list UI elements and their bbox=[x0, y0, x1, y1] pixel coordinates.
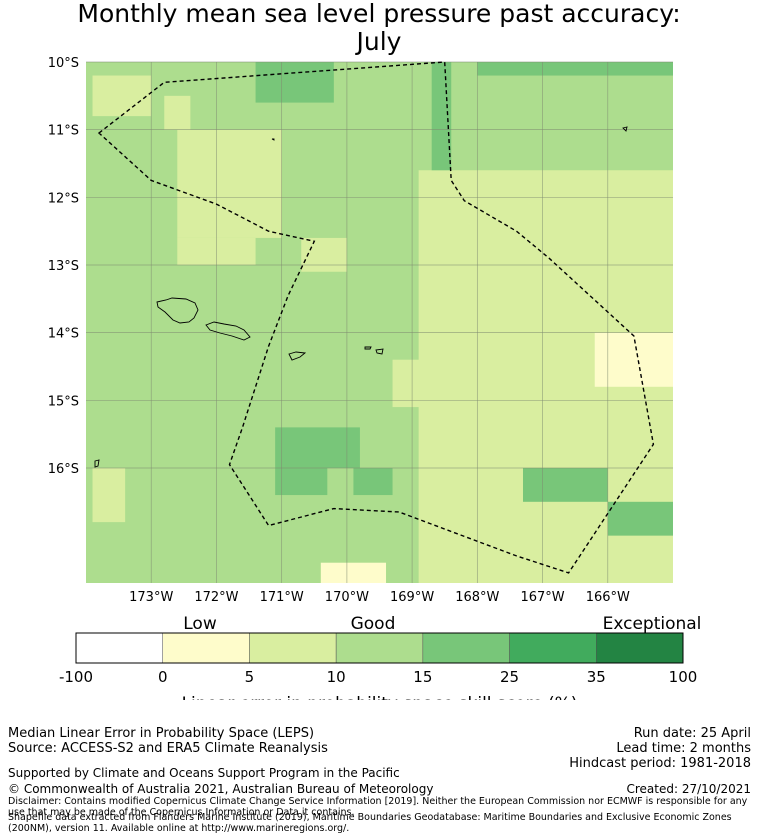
heatmap-cell bbox=[607, 501, 673, 536]
heatmap-cell bbox=[255, 62, 334, 103]
islands-layer bbox=[94, 126, 628, 468]
island-outline bbox=[364, 346, 372, 350]
y-tick-label: 12°S bbox=[48, 191, 79, 206]
colorbar-segment bbox=[422, 632, 510, 664]
gridlines bbox=[86, 61, 673, 583]
island-outline bbox=[622, 126, 628, 132]
island-outline bbox=[205, 321, 251, 341]
colorbar-category-label: Good bbox=[351, 614, 396, 634]
heatmap-cell bbox=[431, 62, 452, 171]
footer-created: Created: 27/10/2021 bbox=[626, 782, 751, 796]
x-tick-label: 171°W bbox=[260, 590, 304, 605]
heatmap-cell bbox=[164, 95, 191, 130]
colorbar-segment bbox=[596, 632, 684, 664]
island-outline bbox=[288, 351, 307, 361]
x-tick-label: 170°W bbox=[325, 590, 369, 605]
island-outline bbox=[271, 138, 275, 141]
heatmap-cell bbox=[594, 332, 673, 387]
boundary-layer bbox=[97, 61, 655, 574]
y-tick-label: 11°S bbox=[48, 124, 79, 139]
colorbar-segment bbox=[162, 632, 250, 664]
x-axis-ticks: 173°W 172°W 171°W 170°W 169°W 168°W 167°W 166°W bbox=[129, 590, 630, 605]
heatmap-cell bbox=[177, 129, 282, 238]
heatmap-cell bbox=[92, 467, 126, 523]
colorbar: -100 0 5 10 15 25 35 100 Low Good Exceptional Linea… bbox=[59, 614, 701, 700]
colorbar-tick-label: 5 bbox=[245, 668, 255, 686]
chart-title-line2: July bbox=[356, 27, 402, 56]
x-tick-label: 166°W bbox=[586, 590, 630, 605]
heatmap-cell bbox=[392, 359, 452, 408]
x-tick-label: 168°W bbox=[455, 590, 499, 605]
heatmap-cell bbox=[522, 467, 608, 502]
colorbar-tick-label: 0 bbox=[158, 668, 168, 686]
x-tick-label: 173°W bbox=[129, 590, 173, 605]
colorbar-category-label: Low bbox=[183, 614, 217, 634]
footer-leps: Median Linear Error in Probability Space… bbox=[8, 726, 315, 741]
heatmap-cell bbox=[275, 427, 360, 468]
colorbar-segment bbox=[509, 632, 597, 664]
y-tick-label: 13°S bbox=[48, 259, 79, 274]
y-axis-ticks: 10°S 11°S 12°S 13°S 14°S 15°S 16°S bbox=[48, 56, 79, 477]
heatmap-cell bbox=[301, 237, 347, 272]
colorbar-tick-label: 100 bbox=[669, 668, 698, 686]
y-tick-label: 14°S bbox=[48, 327, 79, 342]
heatmap-cell bbox=[275, 467, 328, 496]
footer-disclaimer: Disclaimer: Contains modified Copernicus… bbox=[8, 796, 748, 818]
colorbar-tick-label: 10 bbox=[327, 668, 346, 686]
footer-source: Source: ACCESS-S2 and ERA5 Climate Reana… bbox=[8, 741, 328, 756]
colorbar-segment bbox=[335, 632, 424, 664]
footer-shapefile: Shapefile data extracted from Flanders M… bbox=[8, 812, 732, 834]
colorbar-frame bbox=[75, 632, 684, 664]
x-tick-label: 172°W bbox=[194, 590, 238, 605]
heatmap-cell bbox=[320, 562, 387, 583]
colorbar-segment bbox=[75, 632, 163, 664]
heatmap-cell bbox=[92, 75, 152, 117]
colorbar-title: Linear error in probability space skill … bbox=[182, 694, 578, 700]
footer-supported: Supported by Climate and Oceans Support … bbox=[8, 766, 400, 780]
footer-hindcast: Hindcast period: 1981-2018 bbox=[569, 756, 751, 771]
x-tick-label: 169°W bbox=[390, 590, 434, 605]
colorbar-tick-label: 35 bbox=[587, 668, 606, 686]
heatmap-cells bbox=[86, 62, 673, 583]
colorbar-category-label: Exceptional bbox=[603, 614, 702, 634]
colorbar-tick-label: -100 bbox=[59, 668, 93, 686]
island-outline bbox=[156, 297, 199, 324]
y-tick-label: 15°S bbox=[48, 394, 79, 409]
colorbar-segment bbox=[249, 632, 337, 664]
y-tick-label: 10°S bbox=[48, 56, 79, 71]
x-tick-label: 167°W bbox=[520, 590, 564, 605]
footer-copyright: © Commonwealth of Australia 2021, Austra… bbox=[8, 782, 434, 796]
heatmap-cell bbox=[477, 62, 673, 76]
y-tick-label: 16°S bbox=[48, 462, 79, 477]
map-chart: 173°W 172°W 171°W 170°W 169°W 168°W 167°W 166°W… bbox=[48, 56, 702, 700]
heatmap-cell bbox=[353, 467, 393, 496]
footer-lead-time: Lead time: 2 months bbox=[616, 741, 751, 756]
colorbar-tick-label: 15 bbox=[413, 668, 432, 686]
island-outline bbox=[375, 348, 384, 355]
footer-run-date: Run date: 25 April bbox=[633, 726, 751, 741]
chart-title-line1: Monthly mean sea level pressure past acc… bbox=[77, 0, 681, 28]
island-outline bbox=[94, 459, 100, 468]
eez-boundary bbox=[97, 61, 655, 574]
colorbar-tick-label: 25 bbox=[500, 668, 519, 686]
